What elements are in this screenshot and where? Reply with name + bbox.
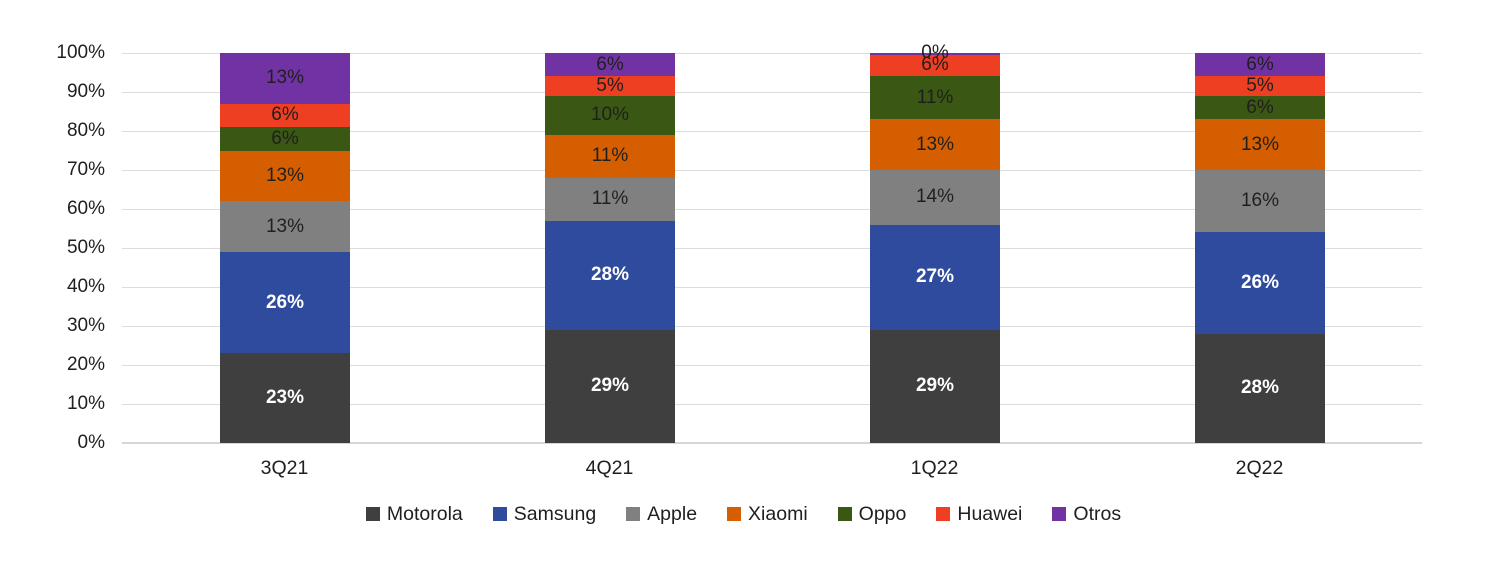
gridline	[122, 365, 1422, 366]
legend-label: Huawei	[957, 503, 1023, 525]
gridline	[122, 287, 1422, 288]
x-tick-label: 2Q22	[1235, 457, 1284, 479]
gridline	[122, 326, 1422, 327]
bar-segment-otros-1q22	[870, 53, 1000, 55]
bar-segment-huawei-2q22	[1195, 76, 1325, 96]
legend-label: Apple	[647, 503, 698, 525]
legend-swatch-icon	[936, 507, 951, 521]
gridline	[122, 131, 1422, 132]
bar-segment-oppo-3q21	[220, 127, 350, 151]
gridline	[122, 92, 1422, 93]
y-tick-label: 10%	[66, 393, 105, 414]
bar-segment-apple-2q22	[1195, 170, 1325, 233]
y-tick-label: 20%	[66, 354, 105, 375]
bar-segment-samsung-3q21	[220, 251, 350, 354]
bar-segment-huawei-3q21	[220, 103, 350, 128]
legend-item-otros: Otros	[1052, 503, 1121, 525]
legend-item-huawei: Huawei	[936, 503, 1022, 525]
bar-segment-xiaomi-4q21	[545, 134, 675, 178]
legend-swatch-icon	[1052, 507, 1067, 521]
legend-label: Motorola	[386, 503, 463, 525]
bar-segment-motorola-3q21	[220, 353, 350, 443]
bar-segment-oppo-1q22	[870, 76, 1000, 120]
bar-segment-samsung-2q22	[1195, 232, 1325, 334]
x-tick-label: 4Q21	[585, 457, 634, 479]
gridline	[122, 209, 1422, 210]
y-tick-label: 90%	[66, 81, 105, 102]
legend-label: Oppo	[858, 503, 907, 525]
gridline	[122, 248, 1422, 249]
bar-segment-motorola-2q22	[1195, 333, 1325, 443]
bar-segment-motorola-1q22	[870, 329, 1000, 443]
y-tick-label: 0%	[77, 432, 105, 453]
legend-label: Xiaomi	[748, 503, 808, 525]
bar-segment-samsung-1q22	[870, 224, 1000, 330]
bar-segment-xiaomi-3q21	[220, 150, 350, 202]
bar-segment-otros-3q21	[220, 53, 350, 104]
legend-swatch-icon	[626, 507, 641, 521]
y-tick-label: 40%	[66, 276, 105, 297]
legend-swatch-icon	[727, 507, 742, 521]
legend-swatch-icon	[837, 507, 852, 521]
y-tick-label: 50%	[66, 237, 105, 258]
bar-segment-xiaomi-2q22	[1195, 119, 1325, 170]
bar-segment-otros-4q21	[545, 53, 675, 77]
legend-item-oppo: Oppo	[837, 503, 907, 525]
legend: Motorola Samsung Apple Xiaomi Oppo Huawei Otro…	[0, 503, 1487, 525]
legend-item-apple: Apple	[626, 503, 697, 525]
x-axis-line	[122, 442, 1422, 444]
legend-swatch-icon	[365, 507, 380, 521]
x-tick-label: 3Q21	[260, 457, 309, 479]
legend-label: Samsung	[513, 503, 597, 525]
legend-item-xiaomi: Xiaomi	[727, 503, 808, 525]
x-axis: 3Q21 4Q21 1Q22 2Q22	[122, 453, 1422, 481]
gridline	[122, 53, 1422, 54]
legend-label: Otros	[1073, 503, 1122, 525]
y-tick-label: 30%	[66, 315, 105, 336]
y-tick-label: 60%	[66, 198, 105, 219]
bar-segment-motorola-4q21	[545, 329, 675, 443]
bar-segment-otros-2q22	[1195, 53, 1325, 77]
bar-segment-samsung-4q21	[545, 220, 675, 330]
legend-item-motorola: Motorola	[365, 503, 463, 525]
bar-segment-oppo-2q22	[1195, 95, 1325, 120]
gridline	[122, 404, 1422, 405]
bar-segment-apple-4q21	[545, 177, 675, 221]
y-tick-label: 70%	[66, 159, 105, 180]
y-axis: 0% 10% 20% 30% 40% 50% 60% 70% 80% 90% 100%	[0, 42, 105, 453]
y-tick-label: 80%	[66, 120, 105, 141]
bar-segment-xiaomi-1q22	[870, 119, 1000, 170]
y-tick-label: 100%	[56, 42, 105, 63]
bar-segment-huawei-1q22	[870, 53, 1000, 77]
legend-item-samsung: Samsung	[492, 503, 597, 525]
plot-area: 23% 26% 13% 13% 6% 6% 13% 29% 28% 11% 11% 10% 5% 6% 29…	[122, 42, 1422, 444]
bar-segment-huawei-4q21	[545, 76, 675, 96]
bar-segment-oppo-4q21	[545, 95, 675, 135]
legend-swatch-icon	[492, 507, 507, 521]
gridline	[122, 170, 1422, 171]
bar-segment-apple-1q22	[870, 170, 1000, 225]
bar-segment-apple-3q21	[220, 201, 350, 252]
x-tick-label: 1Q22	[910, 457, 959, 479]
